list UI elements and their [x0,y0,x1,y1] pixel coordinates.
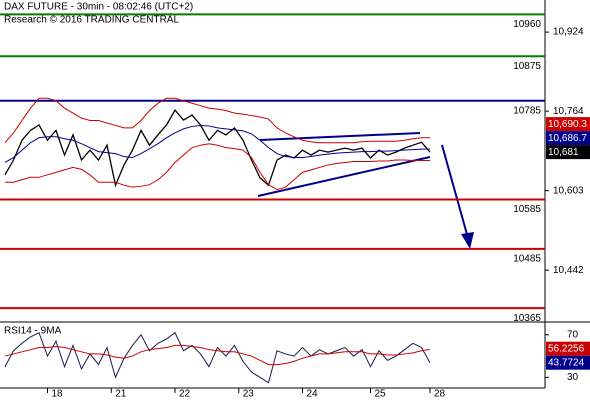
forecast-arrow [441,144,469,239]
x-tick-label: 18 [52,389,64,400]
last-value-label: 10,686.7 [548,133,587,144]
series-line [4,344,431,366]
chart-title: DAX FUTURE - 30min - 08:02:46 (UTC+2) [4,2,193,13]
last-value-label: 56.2256 [548,343,585,354]
last-value-label: 10,690.3 [548,119,587,130]
x-tick-label: 25 [375,389,387,400]
series-line [5,143,430,191]
last-value-label: 10,681 [548,147,579,158]
level-label: 10785 [513,105,541,116]
triangle-pattern [257,132,474,249]
last-value-box [546,117,590,132]
last-value-box [546,131,590,146]
level-label: 10365 [513,313,541,324]
trend-line [257,156,431,197]
x-tick-label: 24 [307,389,319,400]
last-value-box [546,341,590,356]
x-tick-label: 21 [115,389,127,400]
trend-line [259,132,421,141]
series-line [4,109,431,188]
last-value-box [546,355,590,370]
chart-subtitle: Research © 2016 TRADING CENTRAL [4,15,179,26]
y-tick-label: 10,764 [553,106,584,117]
arrow-head [461,232,474,249]
level-label: 10875 [513,61,541,72]
x-tick-label: 23 [243,389,255,400]
rsi-title: RSI14 - 9MA [4,326,62,337]
level-label: 10585 [513,204,541,215]
level-label: 10485 [513,254,541,265]
x-tick-label: 28 [434,389,446,400]
last-value-label: 43.7724 [548,357,585,368]
last-value-box [546,145,590,160]
y-tick-label: 70 [567,329,579,340]
y-tick-label: 10,442 [553,265,584,276]
series-line [4,97,430,144]
y-tick-label: 10,603 [553,185,584,196]
y-tick-label: 30 [567,372,579,383]
level-label: 10960 [513,19,541,30]
x-tick-label: 22 [179,389,191,400]
y-tick-label: 10,924 [553,27,584,38]
series-line [4,124,430,163]
